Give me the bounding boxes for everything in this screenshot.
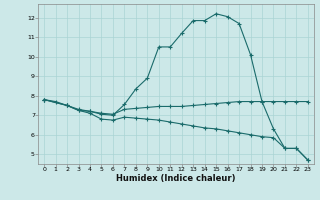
X-axis label: Humidex (Indice chaleur): Humidex (Indice chaleur)	[116, 174, 236, 183]
